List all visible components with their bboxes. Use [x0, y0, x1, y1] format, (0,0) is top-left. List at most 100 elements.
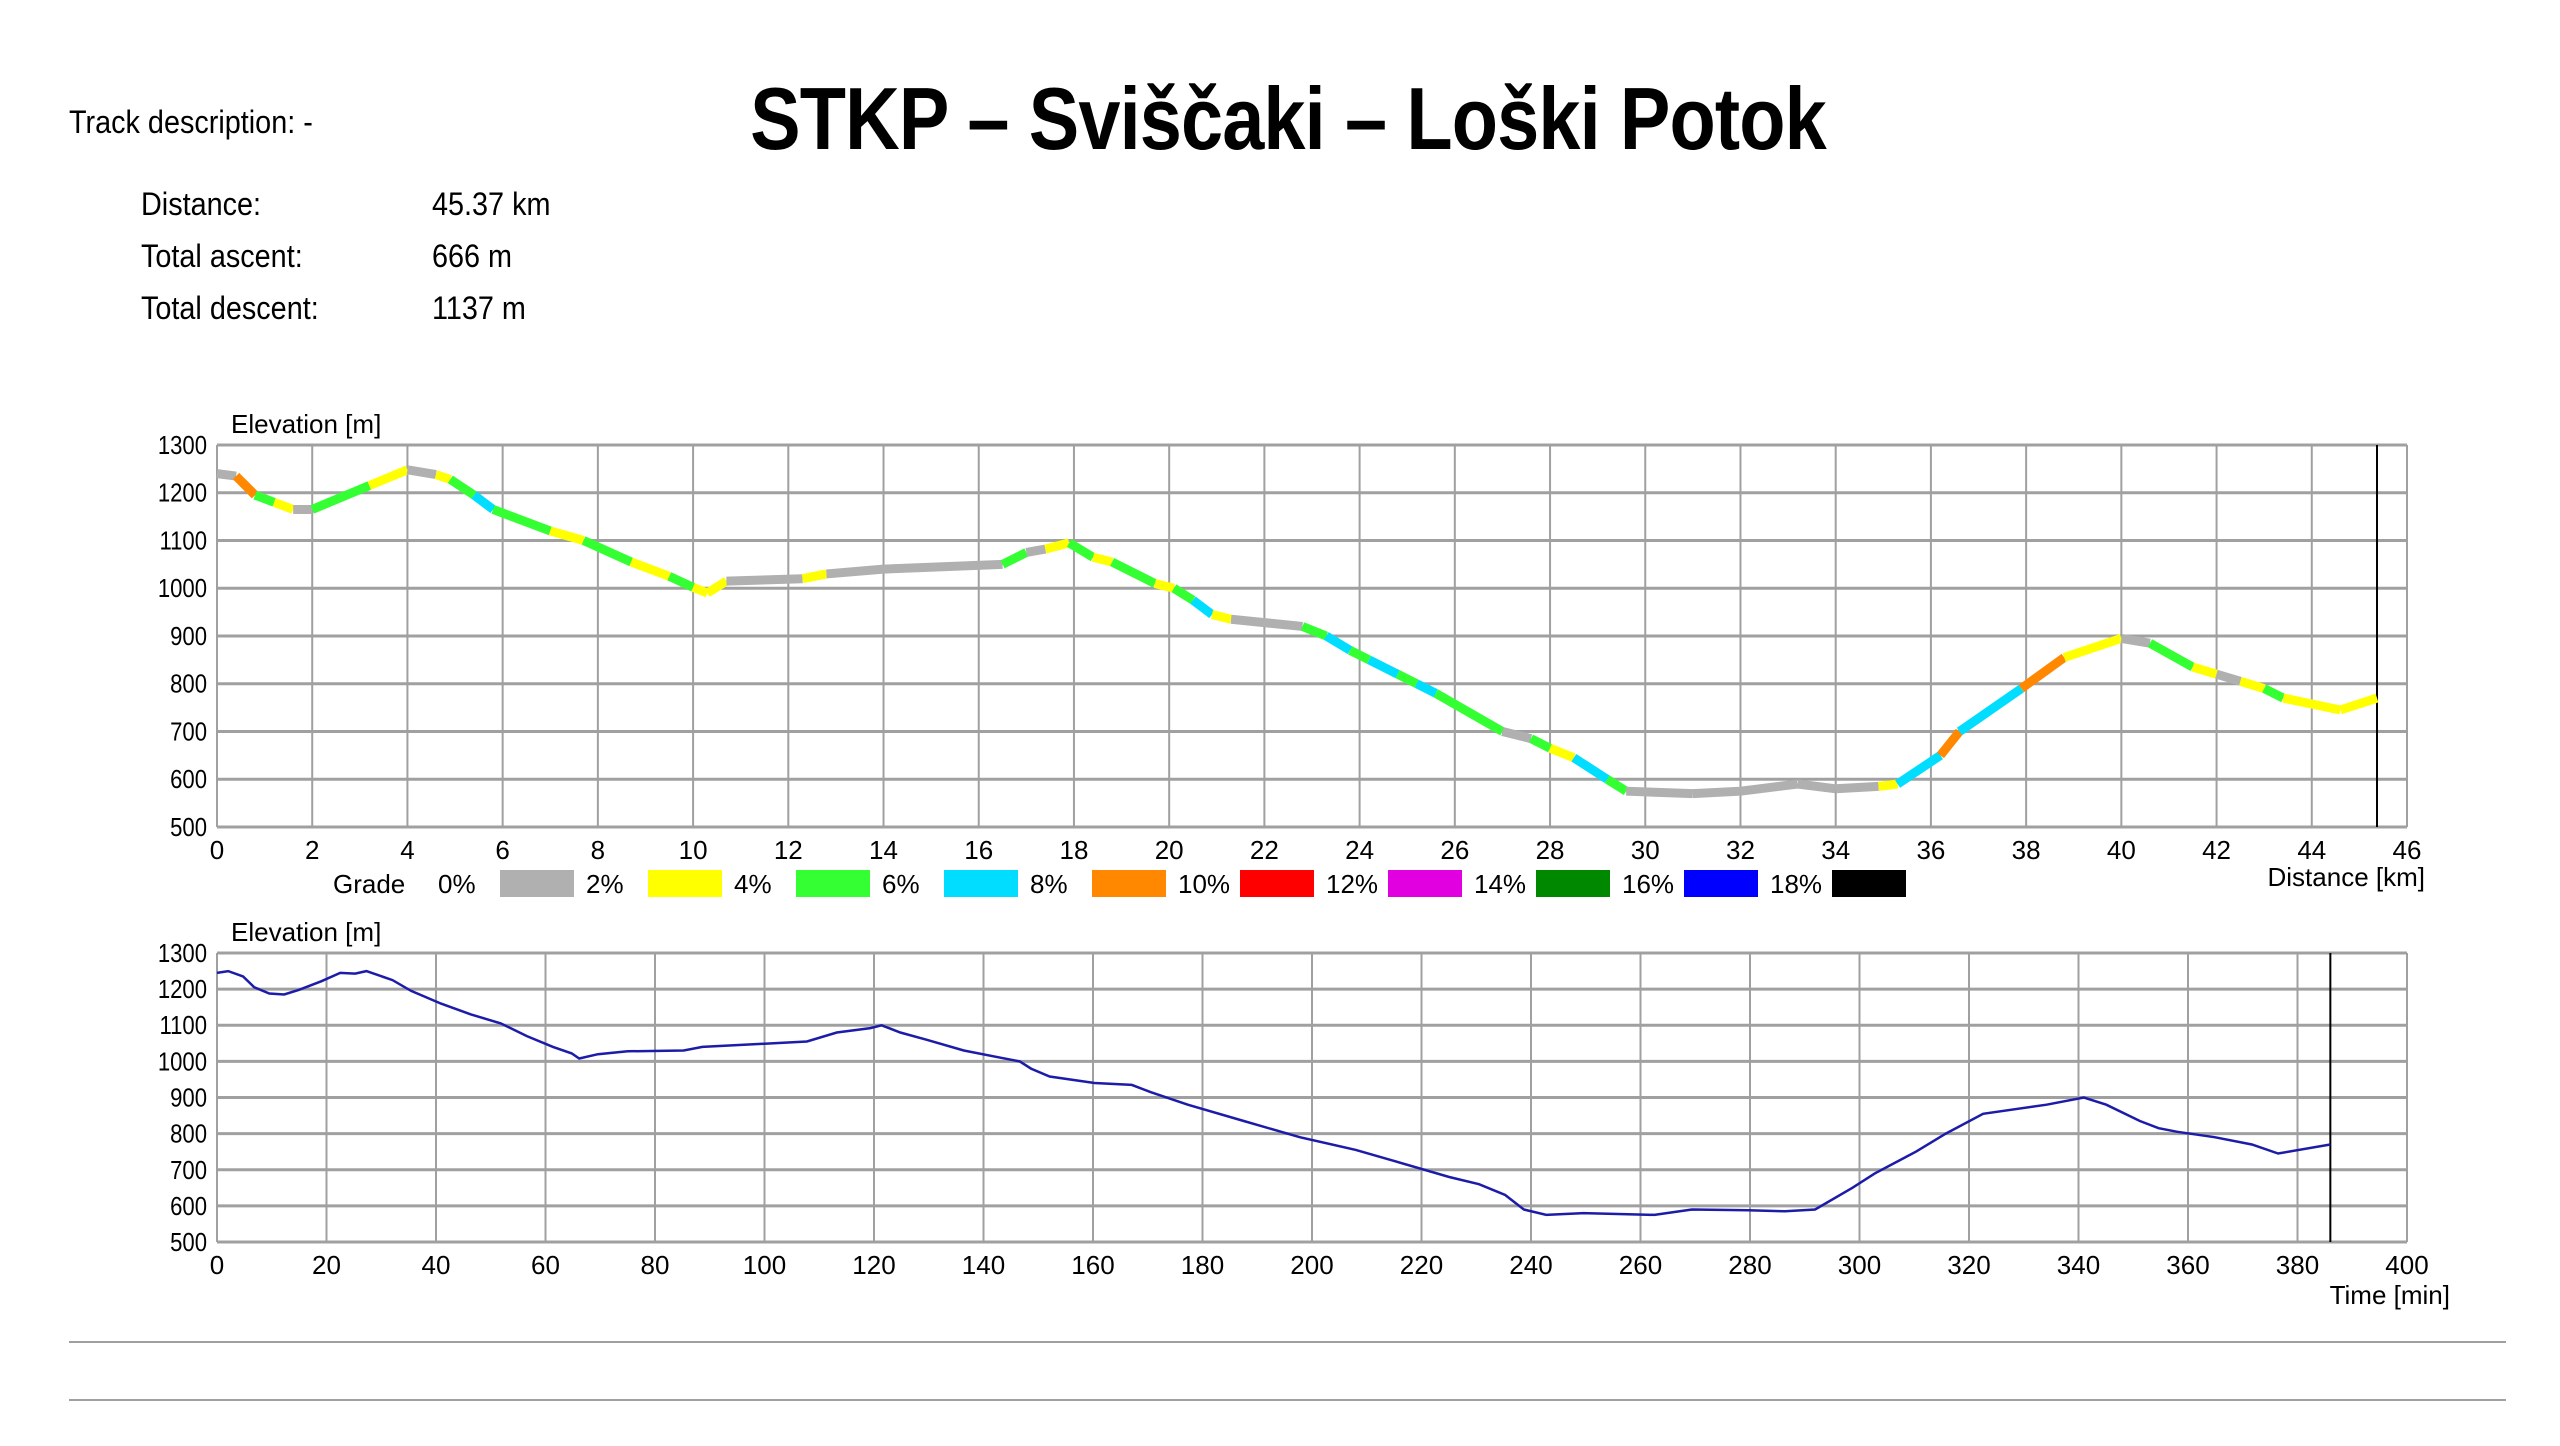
y-tick-label: 1200 — [158, 479, 207, 508]
y-tick-label: 1200 — [158, 975, 207, 1004]
x-tick-label: 22 — [1250, 835, 1279, 865]
x-tick-label: 26 — [1440, 835, 1469, 865]
profile-segment — [726, 574, 803, 586]
profile-segment — [232, 472, 259, 499]
profile-segment — [1797, 779, 1837, 794]
profile-segment — [471, 491, 496, 514]
y-tick-label: 500 — [170, 813, 207, 842]
profile-segment — [2239, 677, 2266, 693]
profile-segment — [1210, 610, 1233, 624]
profile-segment — [2338, 693, 2379, 715]
x-tick-label: 4 — [400, 835, 414, 865]
x-axis-label: Distance [km] — [2268, 862, 2426, 892]
profile-segment — [1956, 684, 2024, 736]
x-tick-label: 2 — [305, 835, 319, 865]
x-tick-label: 40 — [2107, 835, 2136, 865]
profile-segment — [1300, 622, 1328, 641]
profile-segment — [1692, 786, 1741, 799]
profile-segment — [367, 465, 410, 490]
legend-swatch — [1832, 870, 1906, 897]
y-tick-label: 1300 — [158, 939, 207, 968]
x-tick-label: 12 — [774, 835, 803, 865]
y-tick-label: 700 — [170, 718, 207, 747]
x-tick-label: 380 — [2276, 1250, 2319, 1280]
profile-segment — [1348, 646, 1372, 664]
x-tick-label: 180 — [1181, 1250, 1224, 1280]
profile-segment — [406, 465, 437, 480]
grade-legend: Grade 0% 2% 4% 6% 8% 10% 12% 14% 16% 18% — [333, 869, 1906, 899]
profile-segment — [434, 470, 452, 484]
profile-segment — [1367, 655, 1400, 679]
x-tick-label: 120 — [852, 1250, 895, 1280]
y-tick-label: 1100 — [160, 1012, 207, 1041]
x-tick-label: 240 — [1509, 1250, 1552, 1280]
stat-descent-label: Total descent: — [141, 290, 319, 326]
x-tick-label: 32 — [1726, 835, 1755, 865]
y-tick-label: 1300 — [158, 431, 207, 460]
profile-segment — [2018, 653, 2067, 693]
profile-segment — [1091, 552, 1114, 567]
profile-segment — [253, 490, 276, 507]
profile-segment — [1323, 632, 1353, 655]
x-tick-label: 280 — [1728, 1250, 1771, 1280]
x-tick-label: 160 — [1071, 1250, 1114, 1280]
stat-descent-value: 1137 m — [432, 290, 526, 326]
x-tick-label: 36 — [1916, 835, 1945, 865]
x-tick-label: 28 — [1536, 835, 1565, 865]
x-tick-label: 16 — [964, 835, 993, 865]
profile-segment — [1044, 538, 1071, 554]
profile-segment — [667, 572, 695, 592]
profile-segment — [1835, 781, 1879, 794]
profile-segment — [310, 481, 372, 514]
profile-segment — [691, 583, 710, 598]
legend-label: 14% — [1474, 869, 1526, 899]
profile-segment — [2215, 669, 2242, 686]
x-tick-label: 60 — [531, 1250, 560, 1280]
y-axis-label: Elevation [m] — [231, 917, 381, 947]
x-tick-label: 0 — [210, 1250, 224, 1280]
legend-label: 16% — [1622, 869, 1674, 899]
legend-swatch — [1240, 870, 1314, 897]
profile-segment — [1230, 614, 1303, 631]
x-tick-label: 34 — [1821, 835, 1850, 865]
profile-segment — [2262, 684, 2286, 703]
profile-segment — [549, 526, 585, 545]
profile-segment — [704, 577, 729, 597]
profile-segment — [629, 557, 671, 581]
legend-label: 10% — [1178, 869, 1230, 899]
profile-segment — [1153, 579, 1176, 593]
legend-label: 18% — [1770, 869, 1822, 899]
x-tick-label: 140 — [962, 1250, 1005, 1280]
legend-swatch — [1684, 870, 1758, 897]
profile-segment — [1626, 786, 1694, 799]
x-tick-label: 24 — [1345, 835, 1374, 865]
divider-line — [69, 1341, 2506, 1343]
profile-segment — [1414, 679, 1438, 698]
x-tick-label: 0 — [210, 835, 224, 865]
stat-ascent-value: 666 m — [432, 238, 513, 274]
profile-segment — [1395, 670, 1419, 688]
x-tick-label: 320 — [1947, 1250, 1990, 1280]
legend-label: 2% — [586, 869, 624, 899]
profile-segment — [826, 564, 884, 579]
x-tick-label: 40 — [422, 1250, 451, 1280]
profile-segment — [1433, 689, 1505, 736]
legend-label: 8% — [1030, 869, 1068, 899]
x-tick-label: 30 — [1631, 835, 1660, 865]
x-tick-label: 340 — [2057, 1250, 2100, 1280]
divider-line — [69, 1399, 2506, 1401]
stat-distance-label: Distance: — [141, 186, 262, 222]
legend-swatch — [1388, 870, 1462, 897]
x-tick-label: 44 — [2297, 835, 2326, 865]
stat-distance-value: 45.37 km — [432, 186, 551, 222]
profile-segment — [1025, 544, 1047, 557]
x-tick-label: 20 — [1155, 835, 1184, 865]
y-tick-label: 900 — [170, 622, 207, 651]
x-tick-label: 20 — [312, 1250, 341, 1280]
x-tick-label: 400 — [2385, 1250, 2428, 1280]
profile-segment — [581, 536, 634, 567]
profile-segment — [883, 559, 1003, 574]
profile-segment — [801, 569, 828, 584]
x-tick-label: 14 — [869, 835, 898, 865]
